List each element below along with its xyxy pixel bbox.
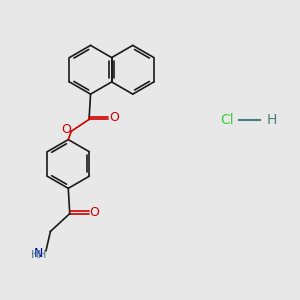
- Text: N: N: [34, 247, 43, 260]
- Text: O: O: [61, 123, 71, 136]
- Text: O: O: [109, 111, 119, 124]
- Text: Cl: Cl: [220, 113, 234, 127]
- Text: H: H: [267, 113, 277, 127]
- Text: H: H: [31, 250, 39, 260]
- Text: H: H: [38, 250, 46, 260]
- Text: O: O: [89, 206, 99, 219]
